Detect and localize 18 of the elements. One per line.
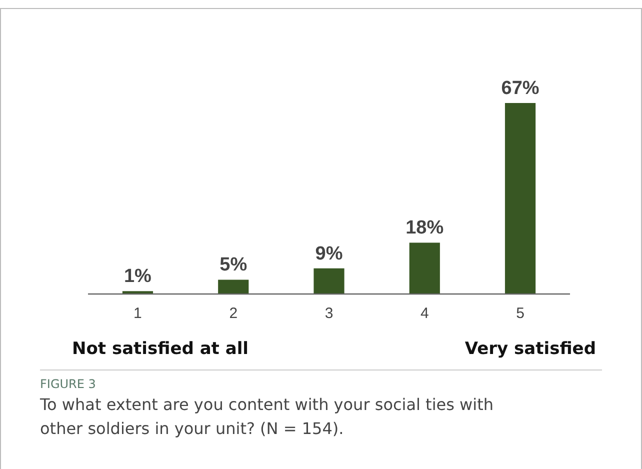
x-tick-label: 2 [229, 305, 238, 322]
data-label: 9% [315, 243, 343, 264]
data-label: 67% [501, 78, 540, 99]
x-tick-label: 4 [420, 305, 429, 322]
x-tick-label: 5 [516, 305, 524, 322]
data-label: 5% [220, 254, 248, 276]
x-tick-label: 3 [324, 305, 334, 322]
text: Very satisfied [464, 339, 596, 359]
caption: FIGURE 3 [40, 377, 96, 391]
bar [409, 242, 440, 294]
text: To what extent are you content with your social ties with other soldiers in your unit? (N = 154). [39, 395, 494, 438]
x-tick-label: 1 [134, 305, 142, 322]
data-label: 18% [406, 218, 444, 239]
bar [504, 103, 536, 294]
text: Not satisfied at all [72, 339, 248, 359]
bar [218, 280, 249, 294]
bar [314, 268, 344, 294]
data-label: 1% [124, 266, 152, 288]
